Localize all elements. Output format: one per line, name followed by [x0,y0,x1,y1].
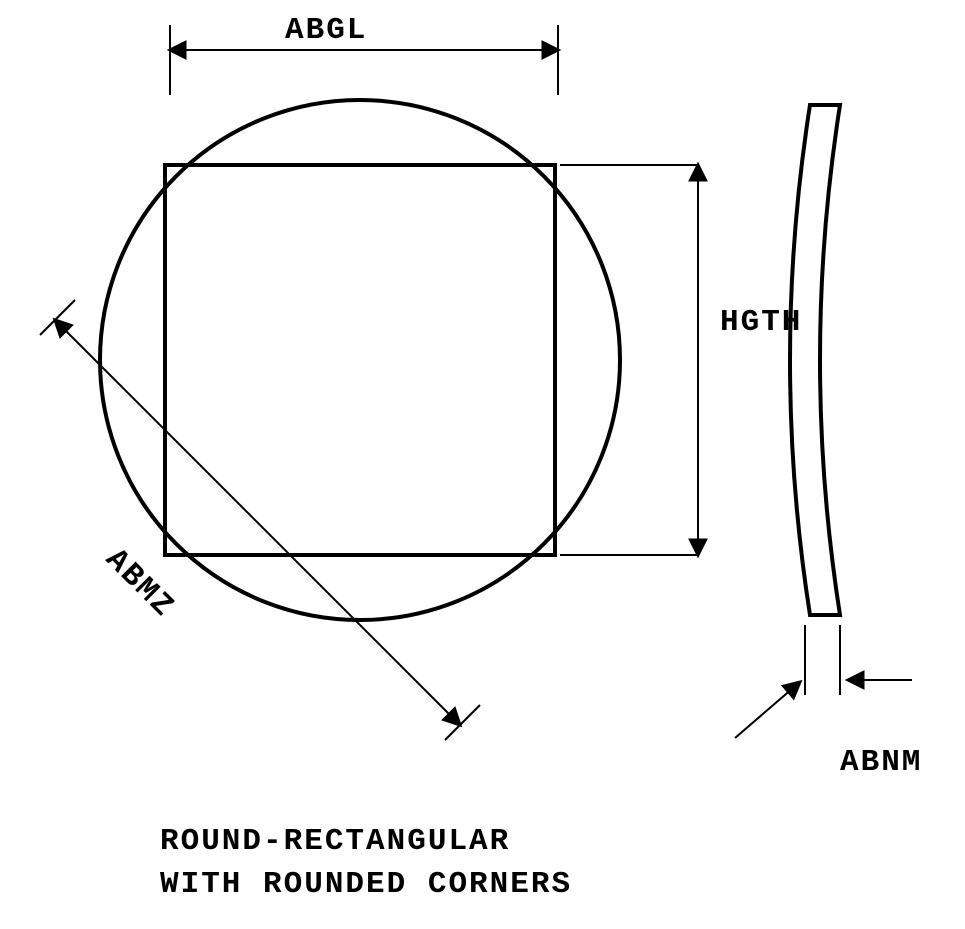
dimension-abgl: ABGL [170,13,558,95]
caption-line-2: WITH ROUNDED CORNERS [160,863,572,906]
dimension-abnm: ABNM [735,625,922,780]
side-view-profile [790,105,840,615]
front-view-circle [100,100,620,620]
caption-line-1: ROUND-RECTANGULAR [160,820,572,863]
dimension-hgth: HGTH [560,165,802,555]
dimension-abmz: ABMZ [40,300,480,740]
label-abgl: ABGL [285,13,367,48]
front-view-square [165,165,555,555]
caption: ROUND-RECTANGULAR WITH ROUNDED CORNERS [160,820,572,907]
label-abnm: ABNM [840,745,922,780]
engineering-diagram: ABGL HGTH ABMZ ABNM [0,0,965,929]
label-hgth: HGTH [720,305,802,340]
